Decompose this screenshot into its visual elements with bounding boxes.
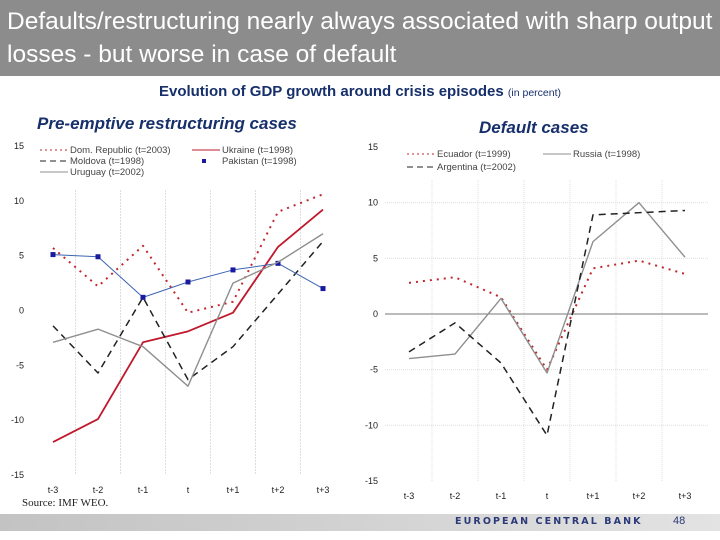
footer-organization: EUROPEAN CENTRAL BANK xyxy=(455,516,643,527)
legend-label: Ukraine (t=1998) xyxy=(222,145,293,156)
data-point-marker xyxy=(50,252,56,258)
legend-label: Ecuador (t=1999) xyxy=(437,149,511,160)
x-tick-label: t-2 xyxy=(93,485,104,495)
series-line xyxy=(52,240,324,381)
y-tick-label: 0 xyxy=(19,306,24,316)
y-tick-label: -15 xyxy=(365,476,378,486)
series-line xyxy=(52,254,324,298)
y-tick-label: 5 xyxy=(373,253,378,263)
x-tick-label: t+2 xyxy=(272,485,285,495)
right-chart-title: Default cases xyxy=(479,118,589,137)
y-tick-label: -15 xyxy=(11,470,24,480)
x-tick-label: t+3 xyxy=(679,491,692,501)
series-line xyxy=(408,201,686,374)
y-tick-label: -5 xyxy=(16,360,24,370)
y-tick-label: 0 xyxy=(373,309,378,319)
y-tick-label: -10 xyxy=(365,420,378,430)
slide-title: Defaults/restructuring nearly always ass… xyxy=(7,8,713,68)
subtitle-text: Evolution of GDP growth around crisis ep… xyxy=(158,83,504,100)
series-line xyxy=(52,208,324,443)
x-tick-label: t xyxy=(546,491,549,501)
x-tick-label: t+3 xyxy=(317,485,330,495)
left-chart: 15 10 5 0 -5 -10 -15 t-3 t-2 t-1 t t+1 t+2 t+3 Dom. Re… xyxy=(11,141,329,495)
y-tick-label: -5 xyxy=(370,365,378,375)
data-point-marker xyxy=(275,260,281,266)
title-bar: Defaults/restructuring nearly always ass… xyxy=(0,0,720,76)
series-line xyxy=(52,193,324,314)
legend-label: Pakistan (t=1998) xyxy=(222,156,297,167)
legend-marker xyxy=(202,159,206,163)
data-point-marker xyxy=(185,279,191,285)
legend-label: Dom. Republic (t=2003) xyxy=(70,145,171,156)
series-line xyxy=(52,233,324,387)
right-chart: 15 10 5 0 -5 -10 -15 t-3 t-2 t-1 t t+1 t+2 t+3 Ecuador… xyxy=(365,142,708,501)
x-tick-label: t xyxy=(187,485,190,495)
x-tick-label: t-1 xyxy=(138,485,149,495)
data-point-marker xyxy=(230,267,236,273)
source-note: Source: IMF WEO. xyxy=(22,497,109,509)
chart-subtitle: Evolution of GDP growth around crisis ep… xyxy=(0,83,720,100)
left-chart-title: Pre-emptive restructuring cases xyxy=(37,114,297,133)
series-line xyxy=(408,209,686,437)
x-tick-label: t+1 xyxy=(227,485,240,495)
subtitle-unit: (in percent) xyxy=(507,87,562,99)
data-point-marker xyxy=(140,294,146,300)
y-tick-label: 15 xyxy=(368,142,378,152)
x-tick-label: t-3 xyxy=(48,485,59,495)
legend-label: Russia (t=1998) xyxy=(573,149,640,160)
data-point-marker xyxy=(95,254,101,260)
y-tick-label: 10 xyxy=(14,196,24,206)
legend-label: Argentina (t=2002) xyxy=(437,162,516,173)
x-tick-label: t+1 xyxy=(587,491,600,501)
legend-label: Uruguay (t=2002) xyxy=(70,167,144,178)
y-tick-label: 10 xyxy=(368,198,378,208)
y-tick-label: 5 xyxy=(19,251,24,261)
legend-label: Moldova (t=1998) xyxy=(70,156,144,167)
x-tick-label: t-3 xyxy=(404,491,415,501)
x-tick-label: t-2 xyxy=(450,491,461,501)
x-tick-label: t-1 xyxy=(496,491,507,501)
series-line xyxy=(408,259,686,371)
footer-bar: EUROPEAN CENTRAL BANK 48 xyxy=(0,514,720,531)
data-point-marker xyxy=(320,286,326,292)
y-tick-label: 15 xyxy=(14,141,24,151)
page-number: 48 xyxy=(673,515,686,527)
y-tick-label: -10 xyxy=(11,415,24,425)
x-tick-label: t+2 xyxy=(633,491,646,501)
